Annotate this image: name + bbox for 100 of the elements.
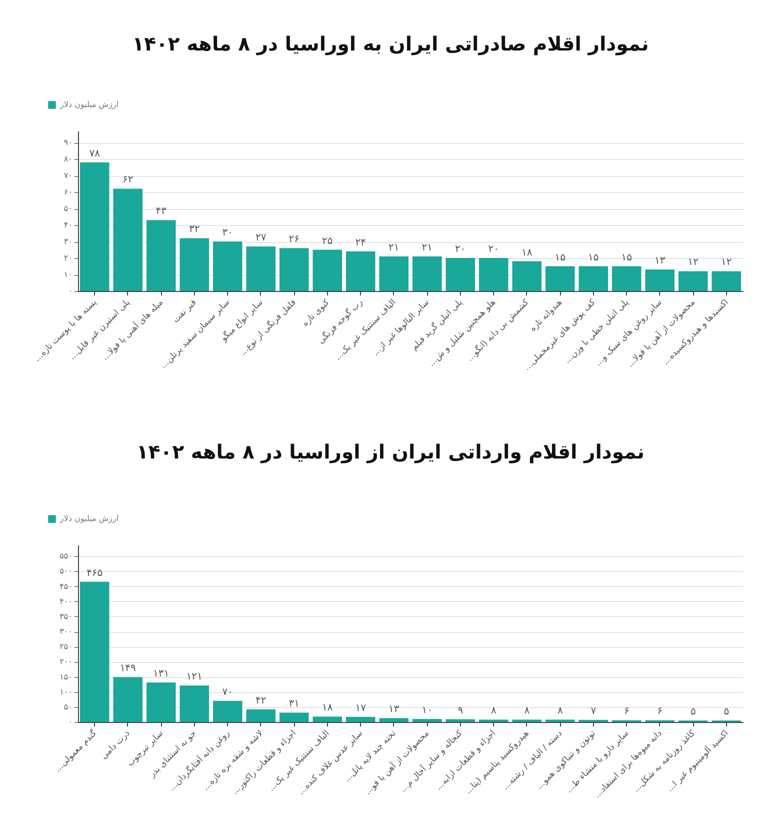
bar xyxy=(346,251,376,291)
data-label: ۱۳۱ xyxy=(153,668,170,680)
y-tick-label: ۰ xyxy=(68,718,72,726)
data-label: ۱۸ xyxy=(322,702,334,714)
y-tick-label: ۶۰ xyxy=(64,188,72,197)
y-tick-label: ۹۰ xyxy=(64,138,72,148)
legend-label: ارزش میلیون دلار xyxy=(59,514,119,523)
data-label: ۸ xyxy=(557,706,564,717)
bar xyxy=(678,271,708,291)
legend-label: ارزش میلیون دلار xyxy=(59,100,119,109)
y-tick-label: ۲۵۰ xyxy=(60,642,72,652)
y-tick-label: ۲۰۰ xyxy=(60,657,72,666)
data-label: ۱۵ xyxy=(554,252,566,264)
y-tick-label: ۴۵۰ xyxy=(60,582,72,591)
y-tick-label: ۳۰۰ xyxy=(60,627,72,636)
data-label: ۷۰ xyxy=(222,686,233,698)
data-label: ۱۴۹ xyxy=(120,663,136,674)
bar xyxy=(712,271,742,291)
data-label: ۵ xyxy=(724,706,730,718)
data-label: ۲۰ xyxy=(488,244,499,256)
data-label: ۱۳ xyxy=(654,256,666,267)
bar xyxy=(246,709,276,722)
bar xyxy=(80,162,110,291)
data-label: ۱۷ xyxy=(355,702,367,714)
x-tick-label: گندم معمولی... xyxy=(52,727,100,774)
data-label: ۱۲۱ xyxy=(186,672,202,683)
bar xyxy=(279,248,309,291)
bar xyxy=(246,246,276,291)
data-label: ۸ xyxy=(524,706,530,717)
y-tick-label: ۵۰۰ xyxy=(60,566,72,576)
bar xyxy=(113,677,143,722)
y-tick-label: ۱۵۰ xyxy=(60,672,72,682)
bar xyxy=(446,719,476,722)
data-label: ۷ xyxy=(590,706,597,717)
bar xyxy=(312,250,342,291)
data-label: ۳۱ xyxy=(288,698,300,710)
data-label: ۱۵ xyxy=(588,252,599,264)
y-tick-label: ۲۰ xyxy=(64,254,72,263)
bar xyxy=(379,718,409,722)
bar xyxy=(412,718,442,722)
bar xyxy=(180,686,210,722)
bar xyxy=(478,258,508,291)
bar xyxy=(612,266,642,291)
y-tick-label: ۳۵۰ xyxy=(60,612,72,621)
data-label: ۱۵ xyxy=(621,252,632,264)
data-label: ۶ xyxy=(624,706,630,718)
data-label: ۲۶ xyxy=(288,234,300,246)
y-tick-label: ۵۵۰ xyxy=(60,552,72,561)
chart-title: نمودار اقلام صادراتی ایران به اوراسیا در ۸ ماهه ۱۴۰۲ xyxy=(132,32,649,56)
bar xyxy=(346,716,376,722)
data-label: ۳۲ xyxy=(189,224,200,236)
bar xyxy=(279,712,309,722)
data-label: ۶۲ xyxy=(122,174,134,186)
data-label: ۹ xyxy=(458,705,464,716)
bar xyxy=(512,261,542,291)
bar xyxy=(645,270,675,291)
y-tick-label: ۵۰ xyxy=(64,204,72,214)
y-tick-label: ۵۰ xyxy=(64,702,72,712)
y-tick-label: ۷۰ xyxy=(64,171,72,180)
y-tick-label: ۳۰ xyxy=(64,237,72,246)
data-label: ۱۸ xyxy=(522,247,533,258)
data-label: ۴۳ xyxy=(156,206,168,218)
y-tick-label: ۸۰ xyxy=(64,154,72,164)
y-tick-label: ۱۰ xyxy=(64,270,72,280)
bar xyxy=(312,716,342,722)
data-label: ۱۲ xyxy=(688,257,698,268)
x-tick-label: ذرت دامی xyxy=(99,728,132,762)
data-label: ۴۶۵ xyxy=(86,568,103,579)
data-label: ۲۵ xyxy=(322,236,333,247)
data-label: ۲۰ xyxy=(455,244,466,256)
data-label: ۱۰ xyxy=(422,704,432,716)
y-tick-label: ۴۰۰ xyxy=(60,596,72,606)
data-label: ۸ xyxy=(490,706,497,717)
bar xyxy=(212,242,242,291)
bar xyxy=(80,582,110,722)
data-label: ۱۳ xyxy=(388,704,400,716)
data-label: ۲۱ xyxy=(422,242,432,254)
data-label: ۵ xyxy=(690,706,696,718)
bar xyxy=(578,266,608,291)
data-label: ۲۷ xyxy=(256,232,267,244)
data-label: ۶ xyxy=(657,706,663,718)
data-label: ۲۱ xyxy=(388,242,400,254)
x-tick-label: کیوی تازه xyxy=(300,297,332,329)
bar xyxy=(113,188,143,291)
bar xyxy=(180,238,210,291)
bar xyxy=(545,266,575,291)
bar xyxy=(146,682,176,722)
x-tick-label: قیر نفت xyxy=(171,298,199,326)
y-tick-label: ۰ xyxy=(68,286,72,296)
data-label: ۷۸ xyxy=(89,148,101,160)
bar xyxy=(412,256,442,291)
bar xyxy=(379,256,409,291)
y-tick-label: ۱۰۰ xyxy=(60,687,72,696)
bar xyxy=(446,258,476,291)
y-tick-label: ۴۰ xyxy=(64,220,72,230)
data-label: ۲۴ xyxy=(355,237,366,248)
chart-title: نمودار اقلام وارداتی ایران از اوراسیا در ۸ ماهه ۱۴۰۲ xyxy=(136,440,645,464)
data-label: ۴۲ xyxy=(256,695,266,706)
data-label: ۳۰ xyxy=(222,228,233,239)
bar xyxy=(212,700,242,722)
